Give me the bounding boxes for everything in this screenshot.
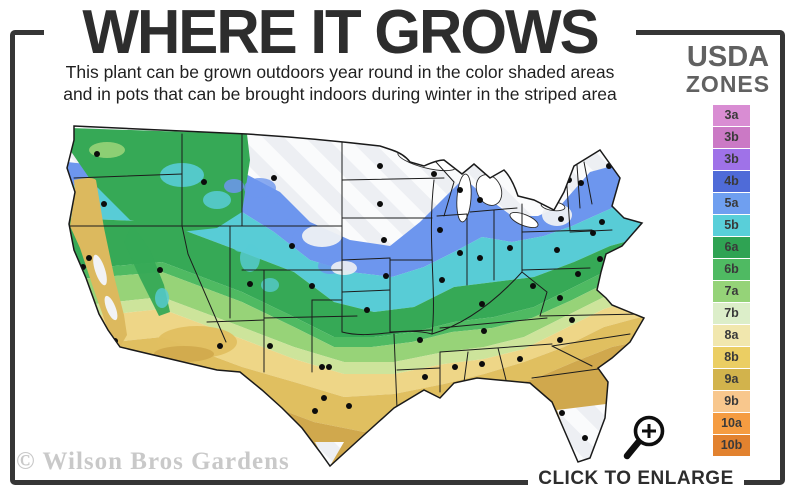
legend-title-zones: ZONES (685, 71, 771, 98)
legend-zone-9b: 9b (713, 391, 750, 412)
legend-zone-7a: 7a (713, 281, 750, 302)
legend-zone-6a: 6a (713, 237, 750, 258)
legend-zone-5a: 5a (713, 193, 750, 214)
rockies-cold-patches (231, 178, 572, 292)
page-title: WHERE IT GROWS (82, 0, 599, 67)
legend-zone-3b: 3b (713, 127, 750, 148)
watermark: © Wilson Bros Gardens (16, 448, 290, 475)
legend-zone-4b: 4b (713, 171, 750, 192)
us-map-outline (66, 125, 646, 468)
legend-title-usda: USDA (686, 41, 770, 73)
subtitle: This plant can be grown outdoors year ro… (40, 62, 640, 105)
magnifier-zoom-icon[interactable] (616, 410, 672, 471)
west-coast-zones (70, 128, 250, 362)
usda-zones-legend: 3a 3b 3b 4b 5a 5b 6a 6b 7a 7b 8a 8b 9a 9b 10a 10b (713, 105, 750, 457)
legend-zone-9a: 9a (713, 369, 750, 390)
legend-zone-8a: 8a (713, 325, 750, 346)
legend-zone-3b: 3b (713, 149, 750, 170)
click-to-enlarge-button[interactable]: CLICK TO ENLARGE (528, 466, 744, 494)
legend-zone-7b: 7b (713, 303, 750, 324)
legend-zone-5b: 5b (713, 215, 750, 236)
legend-zone-6b: 6b (713, 259, 750, 280)
legend-title: USDA ZONES (676, 42, 780, 98)
subtitle-line-2: and in pots that can be brought indoors … (63, 83, 617, 104)
legend-zone-3a: 3a (713, 105, 750, 126)
legend-zone-10a: 10a (713, 413, 750, 434)
legend-zone-10b: 10b (713, 435, 750, 456)
city-dots (80, 151, 612, 441)
click-to-enlarge-label[interactable]: CLICK TO ENLARGE (538, 468, 734, 489)
subtitle-line-1: This plant can be grown outdoors year ro… (65, 62, 615, 82)
legend-zone-8b: 8b (713, 347, 750, 368)
title-block: WHERE IT GROWS (44, 0, 636, 67)
usda-zone-map (12, 120, 667, 477)
us-map-svg (66, 125, 646, 468)
